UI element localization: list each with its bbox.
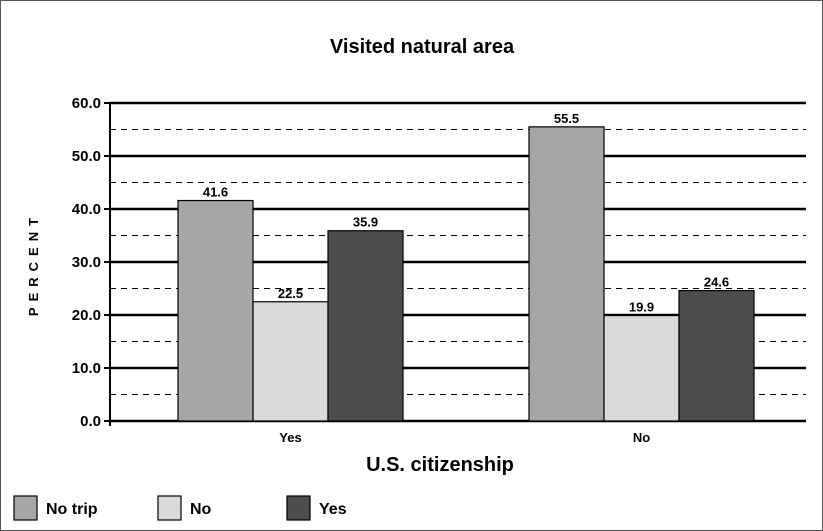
bar xyxy=(603,314,680,422)
legend-swatch xyxy=(13,495,38,521)
x-tick-label: Yes xyxy=(279,430,301,445)
y-tick-label: 20.0 xyxy=(72,307,101,324)
y-tick-label: 60.0 xyxy=(72,95,101,112)
bar xyxy=(252,301,329,422)
data-label: 35.9 xyxy=(353,215,378,230)
x-tick-label: No xyxy=(633,430,650,445)
data-label: 41.6 xyxy=(203,185,228,200)
legend: No trip No Yes xyxy=(13,495,347,521)
bars xyxy=(177,126,755,422)
legend-label: No xyxy=(190,501,212,518)
y-axis-ticks: 0.0 10.0 20.0 30.0 40.0 50.0 60.0 xyxy=(72,95,110,430)
legend-label: Yes xyxy=(319,501,347,518)
y-tick-label: 10.0 xyxy=(72,360,101,377)
bar xyxy=(327,230,404,422)
data-label: 22.5 xyxy=(278,286,303,301)
data-label: 19.9 xyxy=(629,300,654,315)
x-axis-ticks: Yes No xyxy=(279,430,650,445)
chart-title: Visited natural area xyxy=(330,36,515,58)
y-tick-label: 0.0 xyxy=(80,413,101,430)
y-axis-label: PERCENT xyxy=(26,212,41,316)
data-labels: 41.6 22.5 35.9 55.5 19.9 24.6 xyxy=(203,111,729,315)
legend-swatch xyxy=(286,495,311,521)
y-tick-label: 30.0 xyxy=(72,254,101,271)
bar xyxy=(678,290,755,422)
legend-label: No trip xyxy=(46,501,98,518)
legend-swatch xyxy=(157,495,182,521)
y-tick-label: 40.0 xyxy=(72,201,101,218)
bar xyxy=(528,126,605,422)
x-axis-label: U.S. citizenship xyxy=(366,454,514,476)
data-label: 24.6 xyxy=(704,275,729,290)
data-label: 55.5 xyxy=(554,111,579,126)
y-tick-label: 50.0 xyxy=(72,148,101,165)
bar xyxy=(177,199,254,422)
